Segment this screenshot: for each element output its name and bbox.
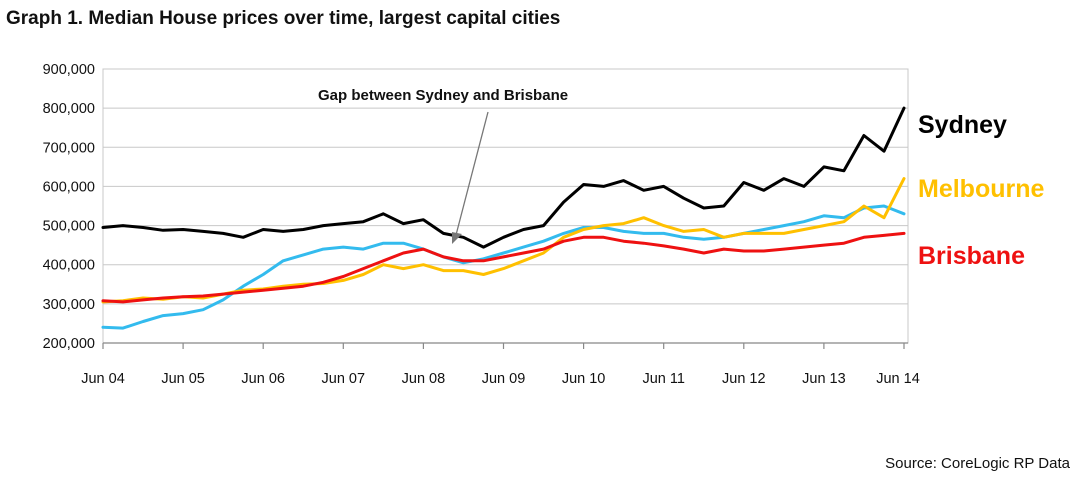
x-tick-label: Jun 08 (402, 371, 446, 387)
gridlines (102, 68, 909, 344)
plot-frame (102, 68, 909, 344)
x-tick-label: Jun 04 (81, 371, 125, 387)
x-tick-label: Jun 09 (482, 371, 526, 387)
series-label-melbourne: Melbourne (918, 175, 1044, 203)
melbourne-line (101, 177, 906, 304)
y-tick-label: 400,000 (43, 258, 95, 274)
annotation-arrowhead (452, 232, 462, 244)
x-tick-label: Jun 07 (322, 371, 366, 387)
y-tick-label: 600,000 (43, 179, 95, 195)
brisbane-line (101, 231, 906, 304)
source-note: Source: CoreLogic RP Data (885, 455, 1070, 472)
chart-title: Graph 1. Median House prices over time, … (6, 8, 560, 29)
annotation-group: Gap between Sydney and Brisbane (318, 87, 568, 244)
y-axis: 200,000 300,000 400,000 500,000 600,000 700,0… (43, 62, 95, 352)
x-tick-label: Jun 13 (802, 371, 846, 387)
x-tick-label: Jun 06 (241, 371, 285, 387)
series-label-sydney: Sydney (918, 111, 1007, 139)
x-tick-label: Jun 05 (161, 371, 205, 387)
y-tick-label: 300,000 (43, 297, 95, 313)
y-tick-label: 200,000 (43, 336, 95, 352)
series-lines (101, 106, 906, 330)
sydney-line (101, 106, 906, 249)
x-tick-label: Jun 12 (722, 371, 766, 387)
x-tick-label: Jun 14 (876, 371, 920, 387)
x-tick-label: Jun 11 (642, 371, 684, 387)
y-tick-label: 700,000 (43, 140, 95, 156)
x-tick-label: Jun 10 (562, 371, 606, 387)
x-axis: Jun 04 Jun 05 Jun 06 Jun 07 Jun 08 Jun 09 Jun … (81, 342, 920, 387)
y-tick-label: 500,000 (43, 219, 95, 235)
gap-annotation: Gap between Sydney and Brisbane (318, 87, 568, 104)
series-labels: Sydney Melbourne Brisbane (918, 111, 1044, 270)
y-tick-label: 900,000 (43, 62, 95, 78)
annotation-arrow-line (455, 111, 489, 236)
series-label-brisbane: Brisbane (918, 242, 1025, 270)
y-tick-label: 800,000 (43, 101, 95, 117)
